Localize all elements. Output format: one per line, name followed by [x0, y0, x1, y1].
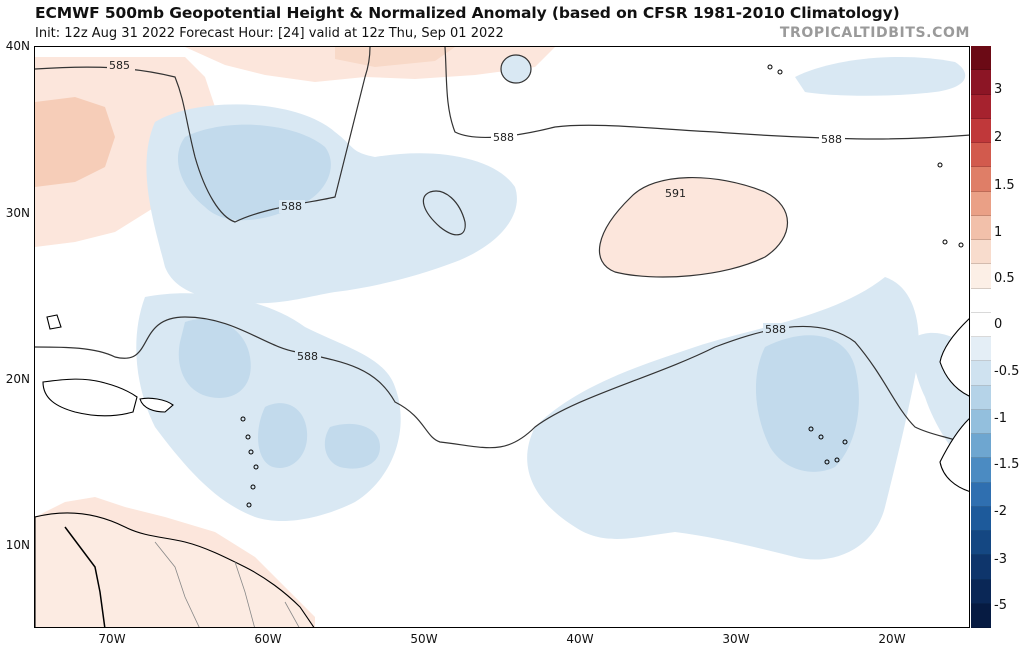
anomaly-colorbar — [971, 46, 991, 628]
colorbar-label-neg-2: -2 — [994, 504, 1007, 519]
colorbar-segment — [971, 167, 991, 192]
contour-label-585-nw: 585 — [109, 59, 130, 72]
colorbar-label-neg-5: -5 — [994, 598, 1007, 613]
colorbar-segment — [971, 70, 991, 95]
colorbar-segment — [971, 482, 991, 507]
colorbar-segment — [971, 458, 991, 483]
colorbar-segment — [971, 434, 991, 459]
colorbar-segment — [971, 46, 991, 71]
lat-label-30n: 30N — [5, 206, 30, 220]
lon-label-60w: 60W — [254, 632, 282, 646]
colorbar-label-1-5: 1.5 — [994, 178, 1015, 193]
lat-label-10n: 10N — [5, 538, 30, 552]
colorbar-segment — [971, 361, 991, 386]
colorbar-segment — [971, 409, 991, 434]
colorbar-label-neg-3: -3 — [994, 552, 1007, 567]
colorbar-segment — [971, 337, 991, 362]
negative-anomaly-shading — [136, 55, 969, 560]
coastlines — [35, 314, 969, 627]
colorbar-label-0-5: 0.5 — [994, 271, 1015, 286]
forecast-info: Init: 12z Aug 31 2022 Forecast Hour: [24… — [35, 26, 504, 41]
chart-title: ECMWF 500mb Geopotential Height & Normal… — [35, 4, 900, 22]
colorbar-segment — [971, 94, 991, 119]
colorbar-segment — [971, 579, 991, 604]
contour-label-588-west: 588 — [281, 200, 302, 213]
island-outlines — [240, 64, 964, 508]
colorbar-segment — [971, 603, 991, 628]
colorbar-segment — [971, 118, 991, 143]
contour-label-588-east: 588 — [765, 323, 786, 336]
lat-label-40n: 40N — [5, 39, 30, 53]
colorbar-label-2: 2 — [994, 130, 1003, 145]
colorbar-label-1: 1 — [994, 225, 1003, 240]
lon-label-40w: 40W — [566, 632, 594, 646]
site-brand[interactable]: TROPICALTIDBITS.COM — [779, 25, 970, 41]
colorbar-segment — [971, 312, 991, 337]
colorbar-segment — [971, 264, 991, 289]
lon-label-50w: 50W — [410, 632, 438, 646]
contour-label-588-caribbean: 588 — [297, 350, 318, 363]
colorbar-label-3: 3 — [994, 82, 1003, 97]
colorbar-segment — [971, 506, 991, 531]
colorbar-label-neg-1: -1 — [994, 411, 1007, 426]
lon-label-30w: 30W — [722, 632, 750, 646]
height-contours — [35, 47, 969, 449]
lat-label-20n: 20N — [5, 372, 30, 386]
colorbar-segment — [971, 143, 991, 168]
colorbar-segment — [971, 288, 991, 313]
contour-label-588-ne: 588 — [821, 133, 842, 146]
contour-label-588-north: 588 — [493, 131, 514, 144]
colorbar-label-neg-0-5: -0.5 — [994, 364, 1020, 379]
map-canvas: 585 588 588 588 588 591 588 — [35, 47, 969, 627]
contour-label-591: 591 — [665, 187, 686, 200]
colorbar-segment — [971, 385, 991, 410]
colorbar-segment — [971, 240, 991, 265]
colorbar-label-0: 0 — [994, 317, 1003, 332]
lon-label-20w: 20W — [878, 632, 906, 646]
map-panel[interactable]: 585 588 588 588 588 591 588 — [34, 46, 970, 628]
colorbar-label-neg-1-5: -1.5 — [994, 457, 1020, 472]
colorbar-segment — [971, 531, 991, 556]
contour-labels: 585 588 588 588 588 591 588 — [107, 59, 845, 363]
colorbar-segment — [971, 191, 991, 216]
lon-label-70w: 70W — [98, 632, 126, 646]
colorbar-segment — [971, 215, 991, 240]
colorbar-segment — [971, 555, 991, 580]
